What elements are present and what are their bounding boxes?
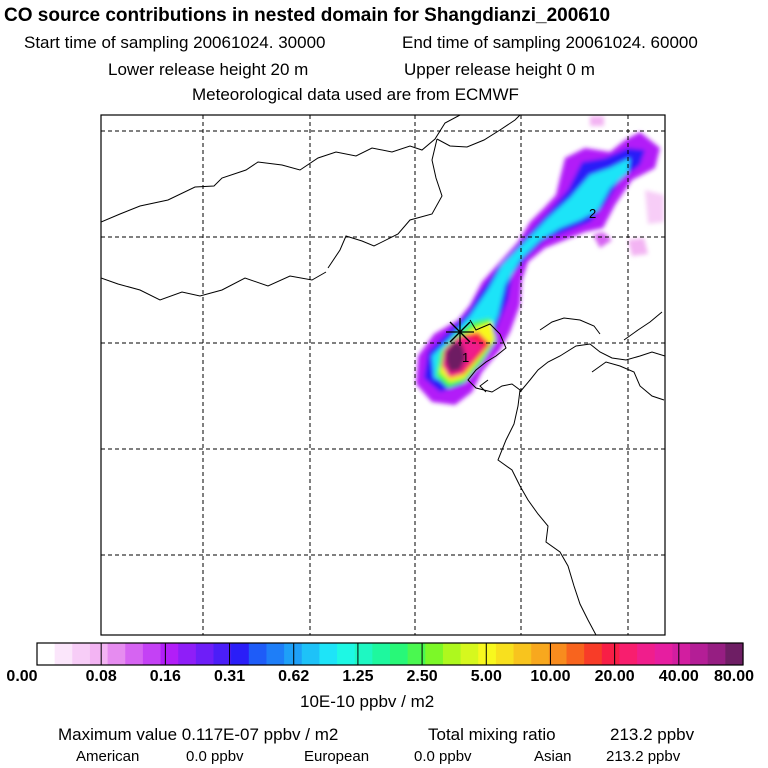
colorbar-cell	[495, 643, 515, 665]
colorbar-cell	[707, 643, 726, 665]
european-label: European	[304, 748, 370, 765]
grid-lines	[101, 115, 665, 635]
max-value-label: Maximum value 0.117E-07 ppbv / m2	[58, 725, 339, 744]
colorbar-tick-label: 0.00	[6, 668, 38, 685]
colorbar-cell	[178, 643, 197, 665]
colorbar-cell	[72, 643, 91, 665]
colorbar-cell	[107, 643, 126, 665]
colorbar-tick-label: 5.00	[470, 668, 502, 685]
colorbar-cell	[460, 643, 479, 665]
colorbar-tick-label: 2.50	[406, 668, 438, 685]
asian-value: 213.2 ppbv	[606, 748, 681, 765]
colorbar-cell	[725, 643, 744, 665]
map-frame	[100, 114, 666, 636]
colorbar-cell	[566, 643, 585, 665]
colorbar-cell	[213, 643, 232, 665]
colorbar-cell	[478, 643, 497, 665]
colorbar-tick-label: 0.31	[213, 668, 246, 685]
colorbar-tick-label: 0.16	[149, 668, 181, 685]
colorbar-cell	[637, 643, 656, 665]
plume-label-1: 1	[462, 350, 469, 365]
colorbar-cell	[690, 643, 709, 665]
map-panel: 1 2	[100, 114, 666, 636]
lower-release-label: Lower release height 20 m	[108, 60, 309, 79]
colorbar-cell	[284, 643, 303, 665]
colorbar-cell	[89, 643, 109, 665]
plume-speck	[645, 190, 664, 224]
colorbar-tick-label: 0.08	[85, 668, 117, 685]
american-label: American	[76, 748, 140, 765]
colorbar-cell	[160, 643, 179, 665]
colorbar-cell	[619, 643, 638, 665]
plume-label-2: 2	[589, 206, 596, 221]
colorbar-cell	[513, 643, 532, 665]
total-mixing-value: 213.2 ppbv	[610, 725, 695, 744]
colorbar-cell	[142, 643, 162, 665]
end-time-label: End time of sampling 20061024. 60000	[402, 33, 698, 52]
boundary-line	[327, 138, 443, 269]
colorbar-cell	[548, 643, 568, 665]
colorbar-cell	[301, 643, 320, 665]
asian-label: Asian	[534, 748, 572, 765]
colorbar-tick-label: 10.00	[530, 668, 571, 685]
colorbar-frame	[36, 642, 744, 666]
colorbar-cell	[266, 643, 285, 665]
colorbar-cell	[425, 643, 444, 665]
plume-speck	[628, 238, 648, 256]
colorbar-cell	[54, 643, 73, 665]
colorbar-cell	[231, 643, 250, 665]
coastline	[467, 319, 597, 635]
coastline	[479, 379, 489, 393]
colorbar-tick-label: 1.25	[342, 668, 374, 685]
plume-speck	[590, 116, 604, 126]
colorbar-tick-label: 40.00	[658, 668, 699, 685]
receptor-marker	[446, 318, 474, 346]
upper-release-label: Upper release height 0 m	[404, 60, 595, 79]
colorbar-cell	[407, 643, 426, 665]
boundary-line	[101, 115, 461, 223]
colorbar-cell	[531, 643, 550, 665]
boundary-line	[101, 271, 327, 301]
colorbar-cell	[37, 643, 56, 665]
colorbar-cell	[125, 643, 144, 665]
colorbar-cell	[372, 643, 391, 665]
plume-speck	[593, 232, 612, 248]
met-data-label: Meteorological data used are from ECMWF	[192, 85, 519, 104]
colorbar-cell	[601, 643, 621, 665]
colorbar-cell	[442, 643, 462, 665]
colorbar-cell	[672, 643, 691, 665]
colorbar-cell	[354, 643, 373, 665]
coastlines	[101, 115, 665, 635]
colorbar-cell	[390, 643, 409, 665]
chart-title: CO source contributions in nested domain…	[4, 5, 611, 26]
coastline	[539, 317, 601, 335]
plume-core	[446, 342, 466, 372]
colorbar-cell	[319, 643, 338, 665]
coastline	[519, 343, 665, 393]
colorbar-unit-label: 10E-10 ppbv / m2	[300, 692, 435, 711]
colorbar-cell	[584, 643, 603, 665]
boundary-line	[436, 115, 521, 148]
colorbar-cell	[337, 643, 356, 665]
coastline	[591, 361, 665, 401]
concentration-field	[416, 116, 664, 405]
colorbar-cell	[248, 643, 268, 665]
colorbar-cell	[195, 643, 215, 665]
colorbar-tick-label: 0.62	[278, 668, 310, 685]
colorbar-tick-label: 80.00	[713, 668, 755, 685]
colorbar-cell	[654, 643, 673, 665]
american-value: 0.0 ppbv	[186, 748, 244, 765]
total-mixing-label: Total mixing ratio	[428, 725, 556, 744]
coastline	[623, 311, 663, 341]
colorbar-tick-label: 20.00	[594, 668, 635, 685]
start-time-label: Start time of sampling 20061024. 30000	[24, 33, 326, 52]
european-value: 0.0 ppbv	[414, 748, 472, 765]
